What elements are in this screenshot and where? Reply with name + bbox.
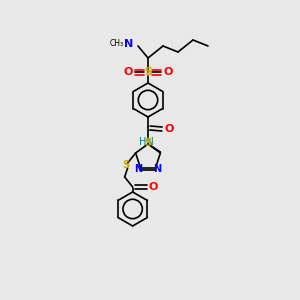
Text: O: O — [163, 67, 173, 77]
Text: N: N — [124, 39, 133, 49]
Text: S: S — [144, 138, 152, 148]
Text: N: N — [134, 164, 142, 173]
Text: S: S — [122, 160, 129, 170]
Text: HN: HN — [139, 137, 153, 147]
Text: O: O — [164, 124, 174, 134]
Text: S: S — [144, 67, 152, 77]
Text: O: O — [149, 182, 158, 192]
Text: O: O — [123, 67, 133, 77]
Text: N: N — [154, 164, 162, 173]
Text: CH₃: CH₃ — [110, 40, 124, 49]
